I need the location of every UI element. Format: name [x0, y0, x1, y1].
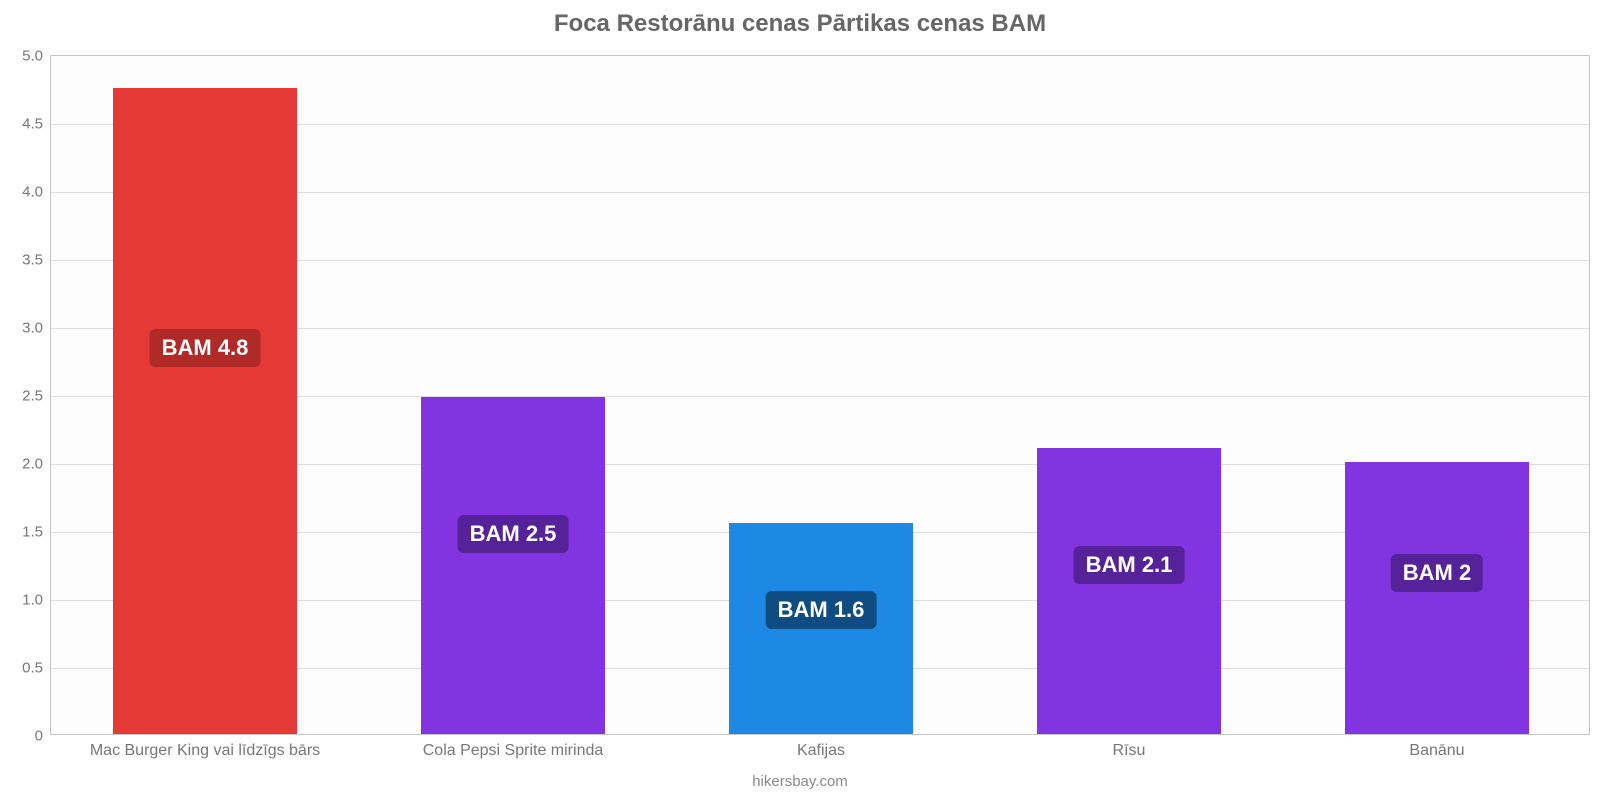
bar-value-label: BAM 2.5 — [458, 515, 569, 553]
y-tick-label: 2.0 — [22, 456, 51, 473]
bar — [729, 523, 914, 734]
x-category-label: Rīsu — [1113, 734, 1146, 760]
y-tick-label: 0 — [35, 728, 51, 745]
bar-value-label: BAM 4.8 — [150, 329, 261, 367]
y-tick-label: 4.0 — [22, 184, 51, 201]
y-tick-label: 4.5 — [22, 116, 51, 133]
y-tick-label: 0.5 — [22, 660, 51, 677]
plot-area: 00.51.01.52.02.53.03.54.04.55.0BAM 4.8Ma… — [50, 55, 1590, 735]
y-tick-label: 3.5 — [22, 252, 51, 269]
x-category-label: Mac Burger King vai līdzīgs bārs — [90, 734, 320, 760]
y-tick-label: 5.0 — [22, 48, 51, 65]
bar — [1037, 448, 1222, 734]
bar — [113, 88, 298, 734]
x-category-label: Kafijas — [797, 734, 845, 760]
y-tick-label: 3.0 — [22, 320, 51, 337]
bar — [421, 397, 606, 734]
y-tick-label: 1.0 — [22, 592, 51, 609]
chart-source: hikersbay.com — [0, 773, 1600, 790]
bar-value-label: BAM 2.1 — [1074, 546, 1185, 584]
y-tick-label: 1.5 — [22, 524, 51, 541]
chart-title: Foca Restorānu cenas Pārtikas cenas BAM — [0, 10, 1600, 38]
bar-value-label: BAM 2 — [1391, 554, 1483, 592]
bar-value-label: BAM 1.6 — [766, 591, 877, 629]
price-bar-chart: Foca Restorānu cenas Pārtikas cenas BAM … — [0, 0, 1600, 800]
bar — [1345, 462, 1530, 734]
y-tick-label: 2.5 — [22, 388, 51, 405]
x-category-label: Banānu — [1409, 734, 1464, 760]
x-category-label: Cola Pepsi Sprite mirinda — [423, 734, 604, 760]
